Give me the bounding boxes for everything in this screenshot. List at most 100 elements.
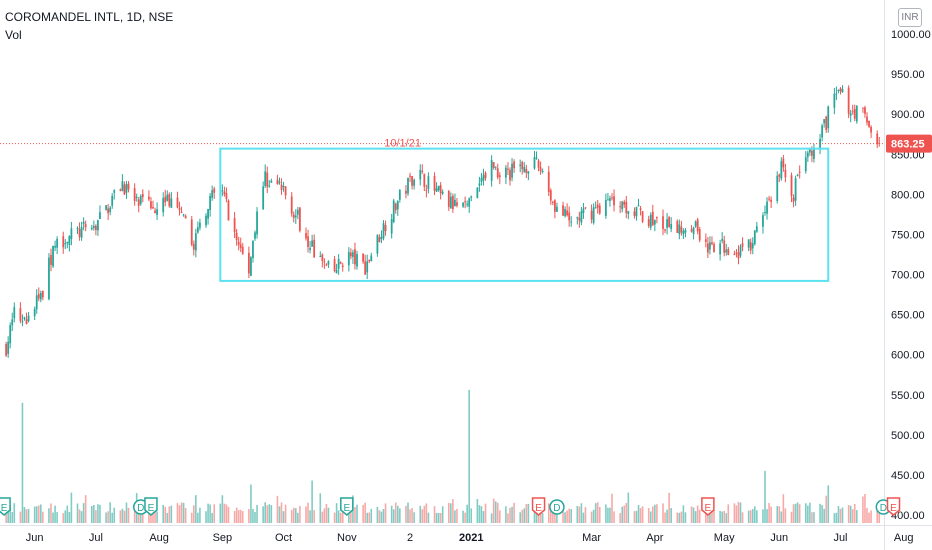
price-tick-label: 550.00: [891, 390, 925, 402]
candle-body: [604, 200, 607, 217]
volume-bar: [621, 506, 623, 523]
candle-body: [311, 240, 314, 247]
volume-bar: [782, 494, 785, 523]
candle-body: [80, 227, 83, 238]
candle-body: [584, 207, 587, 209]
volume-bar: [678, 512, 681, 523]
time-tick-label: 2021: [459, 532, 483, 544]
volume-bar: [662, 503, 664, 523]
candle-body: [649, 214, 652, 228]
volume-bar: [27, 508, 30, 523]
candle-body: [755, 226, 758, 232]
candle-body: [292, 214, 295, 218]
volume-bar: [166, 512, 169, 523]
currency-badge[interactable]: INR: [898, 8, 922, 27]
candle-body: [692, 227, 695, 234]
candle-body: [162, 198, 165, 213]
earnings-marker[interactable]: E: [701, 497, 715, 516]
volume-bar: [768, 503, 770, 523]
candle-body: [806, 152, 809, 158]
candle-body: [570, 221, 573, 223]
volume-bar: [93, 504, 95, 523]
earnings-marker[interactable]: E: [886, 497, 901, 516]
candle-body: [768, 198, 770, 200]
candle-body: [305, 233, 307, 239]
candle-body: [494, 166, 497, 168]
candle-body: [133, 188, 136, 202]
candle-body: [727, 249, 730, 256]
volume-bar: [478, 505, 481, 523]
candle-body: [264, 171, 267, 186]
event-marker-label: E: [890, 503, 897, 514]
candle-body: [209, 195, 212, 211]
candle-body: [241, 246, 244, 254]
candle-body: [725, 249, 728, 253]
volume-bar: [735, 505, 738, 523]
volume-bar: [82, 503, 85, 523]
candle-body: [250, 257, 252, 276]
volume-bar: [519, 512, 521, 523]
volume-bar: [164, 506, 167, 523]
volume-bar: [254, 512, 256, 523]
time-tick-label: Apr: [646, 532, 663, 544]
dividend-marker[interactable]: D: [549, 499, 565, 515]
candle-body: [639, 208, 642, 211]
last-price-tag: [886, 134, 932, 153]
candle-body: [623, 201, 626, 205]
candle-body: [876, 133, 879, 145]
volume-label[interactable]: Vol: [5, 28, 22, 42]
volume-bar: [56, 512, 58, 523]
earnings-marker[interactable]: E: [340, 497, 354, 516]
symbol-title[interactable]: COROMANDEL INTL, 1D, NSE: [5, 10, 174, 24]
volume-bar: [419, 505, 422, 523]
candle-body: [366, 261, 369, 273]
candle-body: [566, 210, 569, 216]
candle-body: [723, 240, 726, 253]
earnings-marker-shape: [0, 497, 11, 516]
candle-body: [580, 211, 583, 223]
volume-bar: [335, 503, 338, 523]
candle-body: [411, 176, 413, 186]
volume-bar: [682, 505, 685, 523]
candle-body: [762, 215, 764, 227]
earnings-marker[interactable]: E: [0, 497, 11, 516]
candle-body: [790, 175, 793, 196]
volume-bar: [397, 505, 399, 523]
volume-bar: [550, 508, 552, 523]
event-marker-label: E: [148, 503, 155, 514]
candle-body: [821, 125, 824, 138]
volume-bar: [776, 506, 779, 523]
candle-body: [492, 162, 495, 169]
volume-bar: [362, 504, 364, 523]
price-tick-label: 750.00: [891, 229, 925, 241]
candle-body: [39, 293, 42, 300]
volume-bar: [313, 510, 315, 523]
candle-body: [176, 197, 179, 208]
candle-body: [425, 189, 428, 191]
volume-bar: [42, 511, 44, 523]
candle-body: [627, 211, 630, 214]
volume-bar: [723, 510, 725, 523]
candle-body: [35, 295, 38, 310]
volume-bar: [284, 504, 287, 523]
candle-body: [376, 234, 379, 254]
candle-body: [427, 176, 430, 189]
earnings-marker[interactable]: E: [144, 497, 158, 516]
price-tick-label: 600.00: [891, 350, 925, 362]
candle-body: [449, 196, 452, 209]
volume-bar: [213, 504, 215, 523]
candle-body: [582, 208, 585, 213]
candle-body: [706, 243, 709, 253]
volume-bar: [862, 496, 864, 523]
volume-bar: [84, 495, 87, 523]
volume-bar: [807, 505, 809, 523]
event-marker-label: E: [1, 503, 8, 514]
volume-bar: [625, 503, 628, 523]
volume-bar: [278, 506, 281, 523]
volume-bar: [784, 508, 787, 523]
volume-bar: [584, 507, 587, 523]
earnings-marker[interactable]: E: [531, 497, 546, 516]
candle-body: [466, 203, 469, 205]
